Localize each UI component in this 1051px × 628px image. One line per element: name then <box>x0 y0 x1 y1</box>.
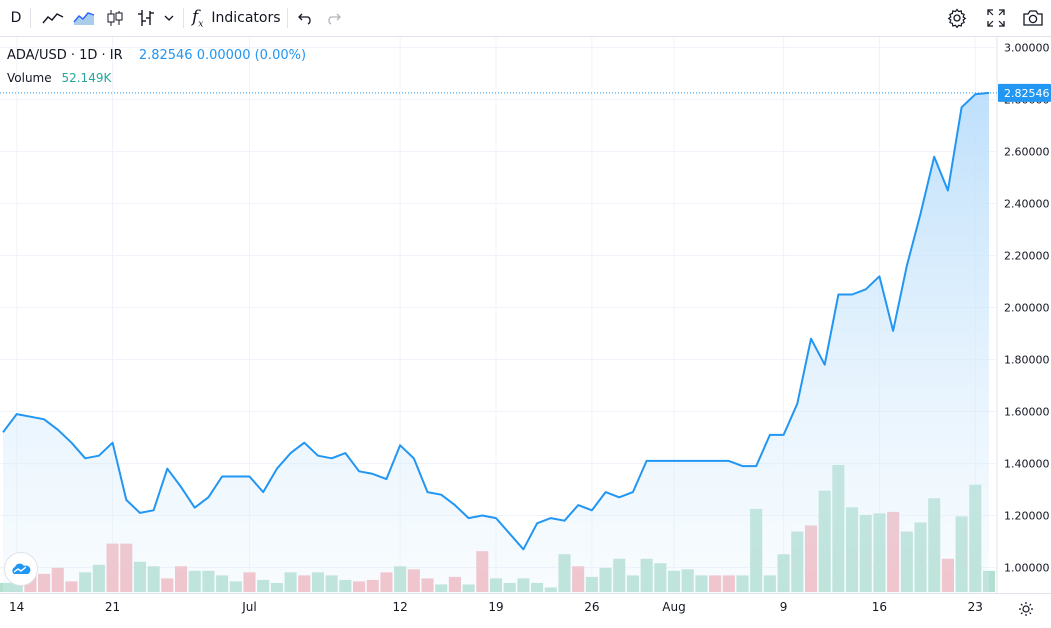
screenshot-button[interactable] <box>1020 0 1046 36</box>
x-tick-label: Aug <box>662 600 685 614</box>
fx-icon: fx <box>192 6 204 30</box>
line-chart-icon <box>42 11 64 25</box>
toolbar-divider <box>30 8 31 28</box>
price-line <box>2 91 990 551</box>
bars-icon <box>136 9 156 27</box>
volume-value: 52.149K <box>61 71 112 85</box>
x-tick-label: 9 <box>780 600 788 614</box>
y-tick-label: 2.40000 <box>1004 198 1050 211</box>
interval-button[interactable]: D <box>6 0 26 36</box>
interval-label: D <box>10 10 22 26</box>
bars-button[interactable] <box>133 0 159 36</box>
y-tick-label: 3.00000 <box>1004 42 1050 55</box>
settings-button[interactable] <box>944 0 970 36</box>
volume-label[interactable]: Volume <box>7 71 52 85</box>
candles-button[interactable] <box>102 0 128 36</box>
sun-settings-icon <box>1018 601 1034 617</box>
ohlc-values: 2.82546 0.00000 (0.00%) <box>138 48 307 63</box>
y-tick-label: 1.60000 <box>1004 406 1050 419</box>
y-tick-label: 2.20000 <box>1004 250 1050 263</box>
x-tick-label: 26 <box>584 600 599 614</box>
area-chart-icon <box>73 10 95 26</box>
last-price-tag <box>998 83 1051 102</box>
x-tick-label: 12 <box>392 600 407 614</box>
y-tick-label: 1.20000 <box>1004 510 1050 523</box>
symbol-label[interactable]: ADA/USD · 1D · IR <box>7 48 123 63</box>
fullscreen-button[interactable] <box>983 0 1009 36</box>
settings-icon <box>947 8 967 28</box>
tradingview-logo[interactable] <box>4 552 38 586</box>
undo-icon <box>298 11 314 25</box>
auto-scale-button[interactable] <box>1013 596 1039 622</box>
chart-type-dropdown[interactable] <box>160 0 178 36</box>
redo-button[interactable] <box>321 0 345 36</box>
redo-icon <box>325 11 341 25</box>
y-tick-label: 2.00000 <box>1004 302 1050 315</box>
volume-legend: Volume 52.149K <box>7 68 111 88</box>
indicators-button[interactable]: fx Indicators <box>188 0 281 36</box>
y-tick-label: 1.00000 <box>1004 562 1050 575</box>
toolbar-divider <box>183 8 184 28</box>
candles-icon <box>105 9 125 27</box>
x-tick-label: 21 <box>105 600 120 614</box>
toolbar-divider <box>287 8 288 28</box>
area-chart-button[interactable] <box>71 0 97 36</box>
line-chart-button[interactable] <box>40 0 66 36</box>
chart-legend: ADA/USD · 1D · IR 2.82546 0.00000 (0.00%… <box>7 46 306 66</box>
last-price-label: 2.82546 <box>1004 87 1050 100</box>
x-tick-label: 23 <box>968 600 983 614</box>
y-tick-label: 1.80000 <box>1004 354 1050 367</box>
cloud-logo-icon <box>12 563 31 574</box>
y-tick-label: 2.60000 <box>1004 146 1050 159</box>
camera-icon <box>1022 9 1044 27</box>
fullscreen-icon <box>987 9 1005 27</box>
x-tick-label: Jul <box>241 600 256 614</box>
x-tick-label: 16 <box>872 600 887 614</box>
price-area-fill <box>3 92 989 594</box>
indicators-label: Indicators <box>211 10 281 26</box>
top-toolbar: D fx Indicators <box>0 0 1051 37</box>
x-tick-label: 14 <box>9 600 24 614</box>
undo-button[interactable] <box>294 0 318 36</box>
y-tick-label: 1.40000 <box>1004 458 1050 471</box>
chevron-down-icon <box>164 14 174 22</box>
x-tick-label: 19 <box>488 600 503 614</box>
